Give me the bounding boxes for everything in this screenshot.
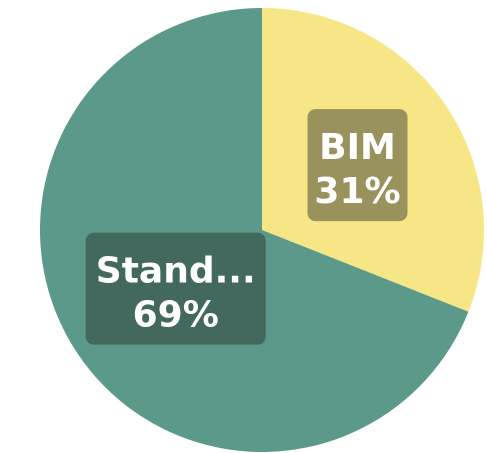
pie-slices [39, 8, 484, 452]
pie-slice-label: Stand... [96, 251, 256, 292]
pie-slice-value-label: 31% [314, 171, 400, 212]
pie-label-box [307, 109, 408, 222]
pie-label-box [85, 232, 266, 345]
pie-slice-label: BIM [319, 127, 396, 168]
pie-slice-value-label: 69% [133, 295, 219, 336]
